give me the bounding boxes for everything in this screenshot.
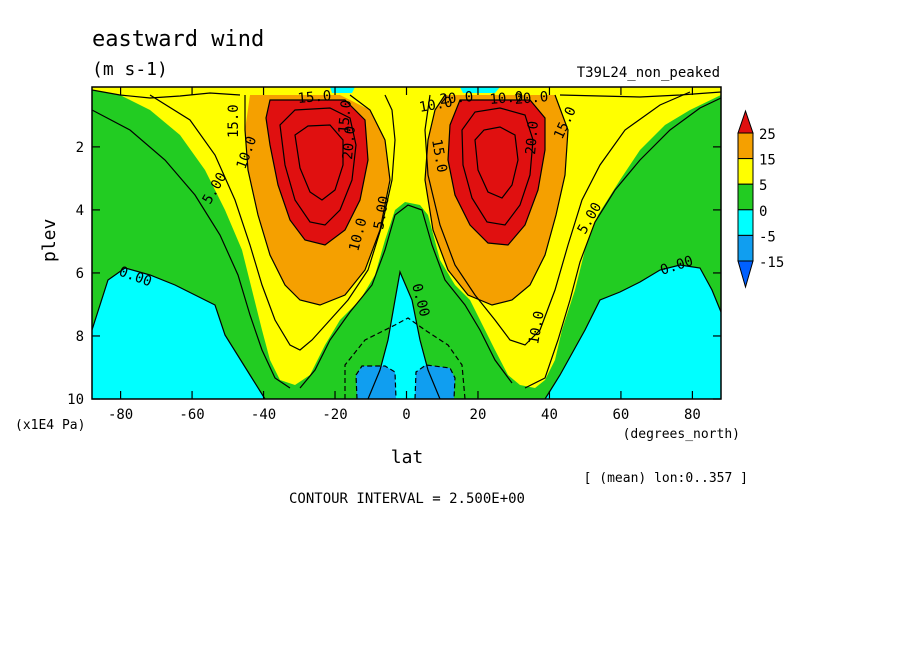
contour-22-left: [279, 107, 357, 226]
x-tick-label: 20: [470, 407, 487, 423]
contour-label: 5.00: [371, 195, 393, 231]
contour-zero-right: [367, 269, 441, 399]
y-axis-label: plev: [39, 219, 60, 262]
contour-label: 15.0: [336, 99, 355, 134]
contour-10-left: [149, 94, 396, 351]
contour-label: 20.0: [340, 125, 359, 160]
region-red-sh: [266, 100, 368, 245]
contour-label: 10.0: [526, 310, 548, 346]
legend-swatch: [737, 183, 754, 211]
contour-fills: [92, 87, 721, 399]
contour-negative: [344, 317, 466, 399]
x-tick-label: -60: [179, 407, 204, 423]
contour-label: 20.0: [514, 89, 549, 108]
y-tick-label: 6: [76, 266, 84, 282]
units-label: (m s-1): [92, 59, 168, 80]
region-blue-right: [415, 365, 455, 399]
x-axis-label: lat: [391, 447, 424, 468]
legend-label: 0: [759, 204, 767, 220]
contour-top-1: [92, 89, 241, 99]
legend-swatch: [737, 234, 754, 262]
legend-swatch: [737, 109, 754, 134]
contour-label: 20.0: [439, 89, 474, 108]
y-tick-label: 4: [76, 203, 84, 219]
contour-20-right: [447, 99, 546, 246]
contour-15-right: [424, 94, 569, 306]
contour-5-left: [92, 109, 291, 389]
contour-24-right: [474, 126, 519, 199]
legend-swatch: [737, 209, 754, 236]
region-cyan-top-1: [330, 87, 355, 93]
x-tick-label: -20: [322, 407, 347, 423]
contour-15-left: [244, 94, 391, 306]
region-blue-left: [356, 366, 396, 399]
legend-swatch: [737, 132, 754, 160]
contour-lines: [92, 89, 721, 399]
legend-swatch: [737, 260, 754, 289]
contour-top-2: [559, 91, 721, 98]
legend-label: -5: [759, 229, 776, 245]
x-tick-label: -80: [108, 407, 133, 423]
x-axis-units: (degrees_north): [623, 427, 740, 442]
y-tick-label: 8: [76, 329, 84, 345]
x-tick-label: 0: [402, 407, 410, 423]
contour-label: 15.0: [226, 104, 242, 138]
y-tick-label: 2: [76, 140, 84, 156]
x-tick-label: 80: [684, 407, 701, 423]
region-cyan-top-2: [460, 87, 500, 93]
contour-20-left: [265, 99, 369, 246]
y-axis-units: (x1E4 Pa): [15, 418, 85, 433]
contour-label: 10.0: [489, 89, 524, 108]
legend-label: 5: [759, 178, 767, 194]
contour-zero-left: [92, 267, 266, 399]
contour-24-left: [294, 124, 344, 201]
region-red-nh: [448, 100, 545, 245]
chart-title: eastward wind: [92, 27, 264, 52]
contour-5-mid: [299, 204, 513, 389]
contour-label: 20.0: [523, 120, 542, 155]
legend-label: 25: [759, 127, 776, 143]
x-tick-label: 40: [541, 407, 558, 423]
x-tick-label: -40: [251, 407, 276, 423]
mean-note: [ (mean) lon:0..357 ]: [584, 471, 748, 486]
x-tick-label: 60: [613, 407, 630, 423]
contour-22-right: [461, 107, 534, 226]
contour-label: 15.0: [428, 138, 450, 174]
y-axis-ticks: 2 4 6 8 10: [67, 140, 721, 408]
run-label: T39L24_non_peaked: [577, 65, 720, 81]
legend-label: 15: [759, 153, 776, 169]
contour-5-right: [524, 97, 721, 389]
contour-interval: CONTOUR INTERVAL = 2.500E+00: [289, 491, 525, 507]
y-tick-label: 10: [67, 392, 84, 408]
x-axis-ticks: -80 -60 -40 -20 0 20 40 60 80: [108, 87, 701, 423]
legend-label: -15: [759, 255, 784, 271]
legend-swatch: [737, 158, 754, 185]
contour-label: 10.0: [418, 94, 454, 116]
contour-zero-far-right: [544, 264, 721, 399]
contour-10-right: [424, 91, 691, 346]
colorbar-legend: 25 15 5 0 -5 -15: [737, 109, 784, 289]
contour-label: 15.0: [297, 88, 332, 107]
